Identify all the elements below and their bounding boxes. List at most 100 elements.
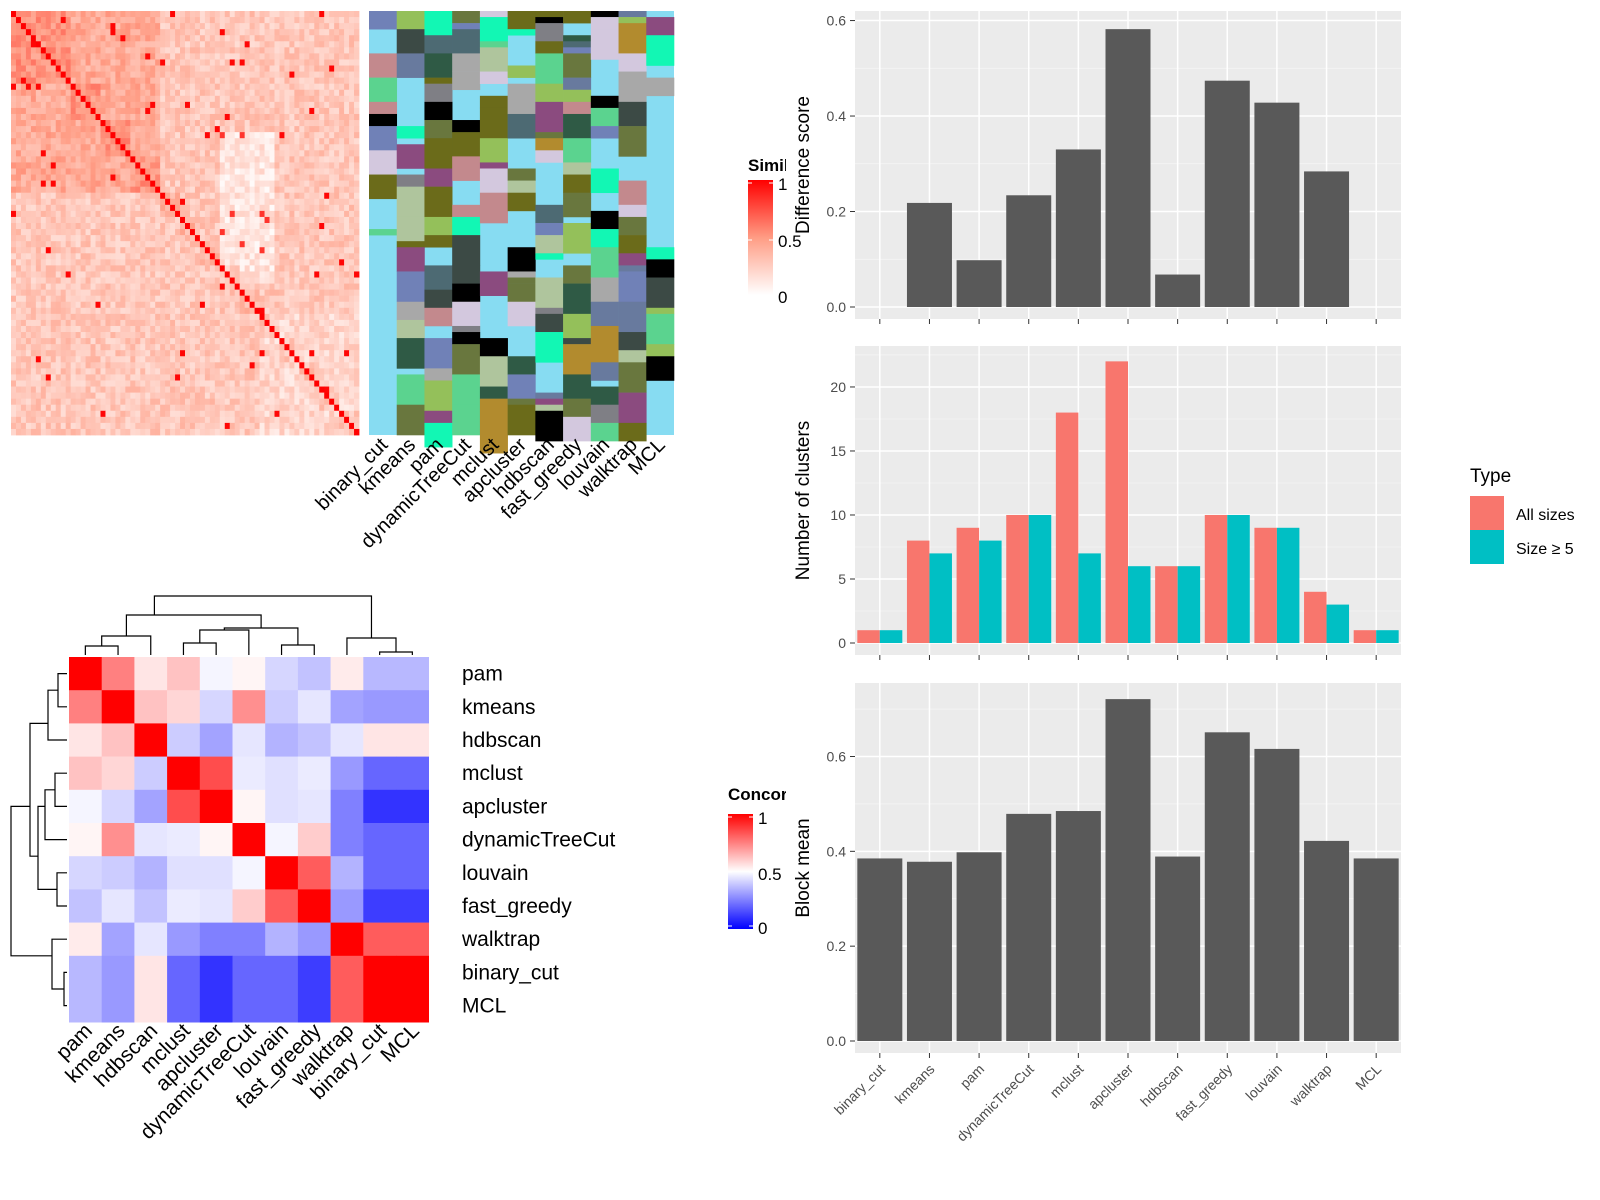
similarity-cell — [60, 325, 67, 333]
similarity-cell — [229, 289, 236, 297]
similarity-cell — [50, 186, 57, 194]
similarity-cell — [115, 198, 121, 206]
similarity-cell — [284, 241, 290, 248]
similarity-cell — [65, 307, 72, 315]
similarity-cell — [120, 416, 126, 424]
similarity-cell — [170, 319, 176, 327]
similarity-cell — [349, 29, 355, 36]
similarity-cell — [194, 11, 201, 18]
similarity-cell — [175, 380, 181, 387]
similarity-cell — [65, 338, 72, 345]
similarity-cell — [239, 277, 246, 284]
similarity-cell — [160, 198, 166, 206]
similarity-cell — [150, 350, 156, 357]
similarity-cell — [219, 223, 226, 230]
similarity-cell — [15, 174, 22, 181]
similarity-cell — [189, 192, 196, 200]
similarity-cell — [329, 144, 335, 151]
similarity-cell — [155, 313, 161, 321]
similarity-cell — [30, 277, 37, 284]
similarity-cell — [110, 362, 116, 369]
similarity-cell — [100, 120, 106, 127]
similarity-cell — [105, 428, 111, 436]
similarity-cell — [130, 23, 136, 30]
similarity-cell — [15, 380, 22, 387]
similarity-cell — [259, 29, 265, 36]
similarity-cell — [60, 332, 67, 339]
similarity-cell — [20, 132, 27, 139]
similarity-cell — [264, 265, 270, 272]
similarity-cell — [135, 35, 141, 42]
similarity-cell — [55, 241, 62, 248]
similarity-cell — [334, 144, 340, 151]
similarity-cell — [25, 356, 32, 363]
similarity-cell — [284, 35, 290, 42]
similarity-cell — [140, 325, 146, 333]
similarity-cell — [95, 29, 101, 36]
similarity-cell — [324, 398, 330, 406]
similarity-cell — [80, 295, 86, 303]
similarity-cell — [259, 83, 265, 91]
similarity-cell — [175, 265, 181, 272]
similarity-cell — [259, 101, 265, 109]
similarity-cell — [339, 356, 345, 363]
similarity-cell — [185, 422, 191, 430]
similarity-cell — [105, 416, 111, 424]
similarity-cell — [180, 223, 186, 230]
similarity-cell — [219, 101, 226, 109]
similarity-cell — [314, 410, 320, 418]
similarity-cell — [334, 253, 340, 260]
similarity-cell — [284, 113, 290, 121]
similarity-cell — [289, 325, 295, 333]
similarity-cell — [110, 253, 116, 260]
similarity-cell — [244, 313, 251, 321]
similarity-cell — [224, 144, 231, 151]
similarity-cell — [209, 113, 216, 121]
similarity-cell — [304, 325, 310, 333]
similarity-cell — [319, 65, 325, 72]
similarity-cell — [239, 156, 246, 163]
similarity-cell — [70, 204, 77, 212]
similarity-cell — [155, 65, 161, 72]
similarity-cell — [155, 404, 161, 412]
similarity-cell — [180, 77, 186, 85]
similarity-cell — [115, 180, 121, 188]
similarity-cell — [294, 289, 300, 297]
similarity-cell — [274, 241, 280, 248]
similarity-cell — [60, 283, 67, 291]
similarity-cell — [314, 332, 320, 339]
similarity-cell — [75, 47, 81, 54]
similarity-cell — [229, 47, 236, 54]
similarity-cell — [239, 150, 246, 157]
similarity-cell — [284, 71, 290, 79]
similarity-cell — [80, 168, 86, 175]
similarity-cell — [100, 180, 106, 188]
similarity-cell — [25, 271, 32, 278]
similarity-cell — [165, 198, 171, 206]
similarity-cell — [299, 59, 305, 66]
similarity-cell — [194, 289, 201, 297]
similarity-cell — [175, 47, 181, 54]
similarity-cell — [304, 216, 310, 224]
similarity-cell — [35, 386, 42, 393]
similarity-cell — [70, 192, 77, 200]
similarity-cell — [274, 386, 280, 393]
similarity-cell — [95, 271, 101, 278]
similarity-cell — [40, 301, 47, 309]
similarity-cell — [100, 319, 106, 327]
similarity-cell — [45, 374, 52, 381]
similarity-cell — [309, 132, 315, 139]
similarity-cell — [65, 295, 72, 303]
similarity-cell — [349, 374, 355, 381]
similarity-cell — [299, 192, 305, 200]
similarity-cell — [25, 53, 32, 60]
similarity-cell — [249, 53, 255, 60]
similarity-cell — [194, 374, 201, 381]
similarity-cell — [274, 253, 280, 260]
similarity-cell — [40, 223, 47, 230]
similarity-cell — [339, 53, 345, 60]
similarity-cell — [65, 132, 72, 139]
similarity-cell — [95, 144, 101, 151]
similarity-cell — [334, 398, 340, 406]
similarity-cell — [219, 29, 226, 36]
